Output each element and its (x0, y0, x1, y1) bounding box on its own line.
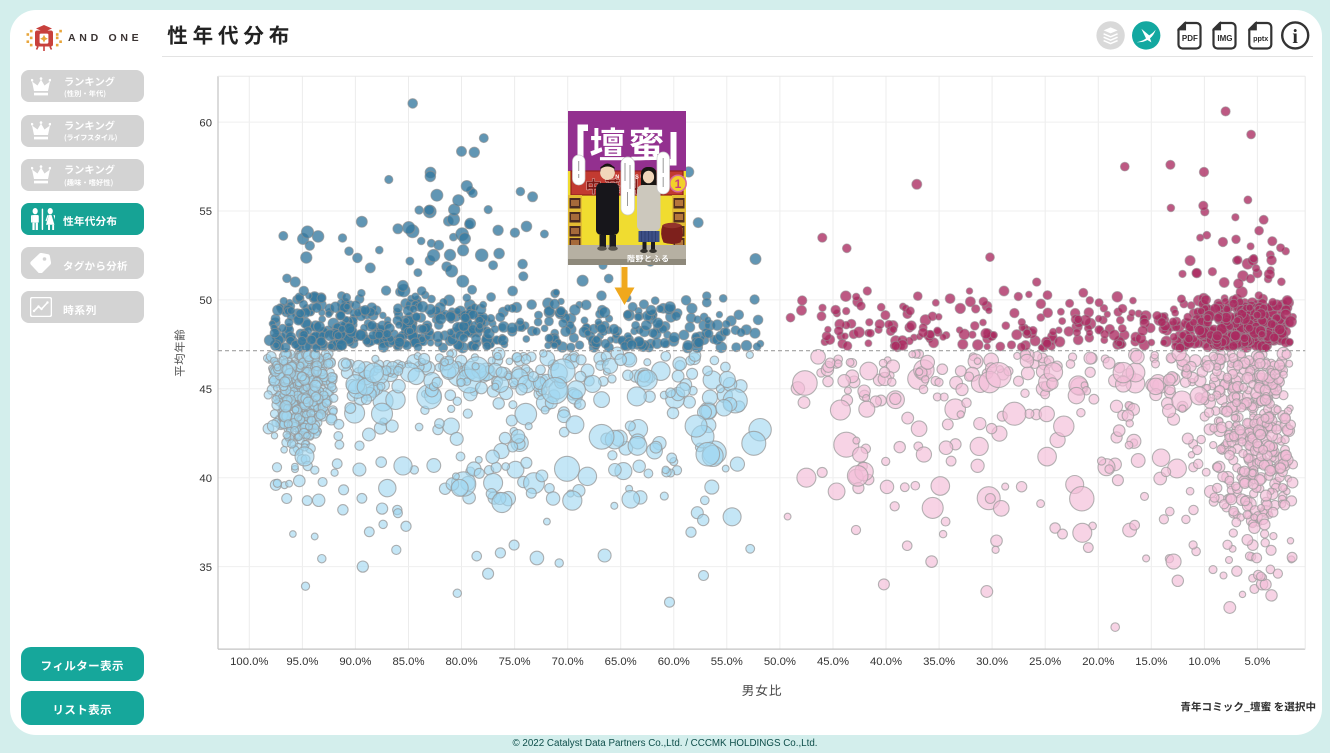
svg-text:70.0%: 70.0% (552, 656, 584, 668)
svg-text:50.0%: 50.0% (764, 656, 796, 668)
svg-text:75.0%: 75.0% (499, 656, 531, 668)
svg-text:15.0%: 15.0% (1135, 656, 1167, 668)
svg-text:10.0%: 10.0% (1188, 656, 1220, 668)
svg-text:100.0%: 100.0% (230, 656, 268, 668)
svg-text:45: 45 (199, 384, 212, 396)
svg-text:pptx: pptx (1253, 34, 1268, 43)
svg-text:IMG: IMG (1217, 34, 1232, 43)
svg-text:80.0%: 80.0% (445, 656, 477, 668)
svg-text:55: 55 (199, 206, 212, 218)
svg-text:60.0%: 60.0% (658, 656, 690, 668)
svg-text:i: i (1292, 26, 1298, 48)
svg-text:5.0%: 5.0% (1245, 656, 1271, 668)
svg-text:30.0%: 30.0% (976, 656, 1008, 668)
svg-text:65.0%: 65.0% (605, 656, 637, 668)
svg-text:50: 50 (199, 295, 212, 307)
svg-text:60: 60 (199, 117, 212, 129)
svg-text:85.0%: 85.0% (392, 656, 424, 668)
svg-text:95.0%: 95.0% (286, 656, 318, 668)
svg-text:AND ONE: AND ONE (68, 32, 142, 44)
svg-text:40.0%: 40.0% (870, 656, 902, 668)
svg-text:55.0%: 55.0% (711, 656, 743, 668)
svg-text:45.0%: 45.0% (817, 656, 849, 668)
svg-text:PDF: PDF (1182, 34, 1198, 43)
svg-text:1: 1 (675, 177, 682, 191)
svg-text:25.0%: 25.0% (1029, 656, 1061, 668)
svg-text:40: 40 (199, 473, 212, 485)
svg-text:90.0%: 90.0% (339, 656, 371, 668)
svg-text:20.0%: 20.0% (1082, 656, 1114, 668)
svg-text:35.0%: 35.0% (923, 656, 955, 668)
svg-text:35: 35 (199, 562, 212, 574)
